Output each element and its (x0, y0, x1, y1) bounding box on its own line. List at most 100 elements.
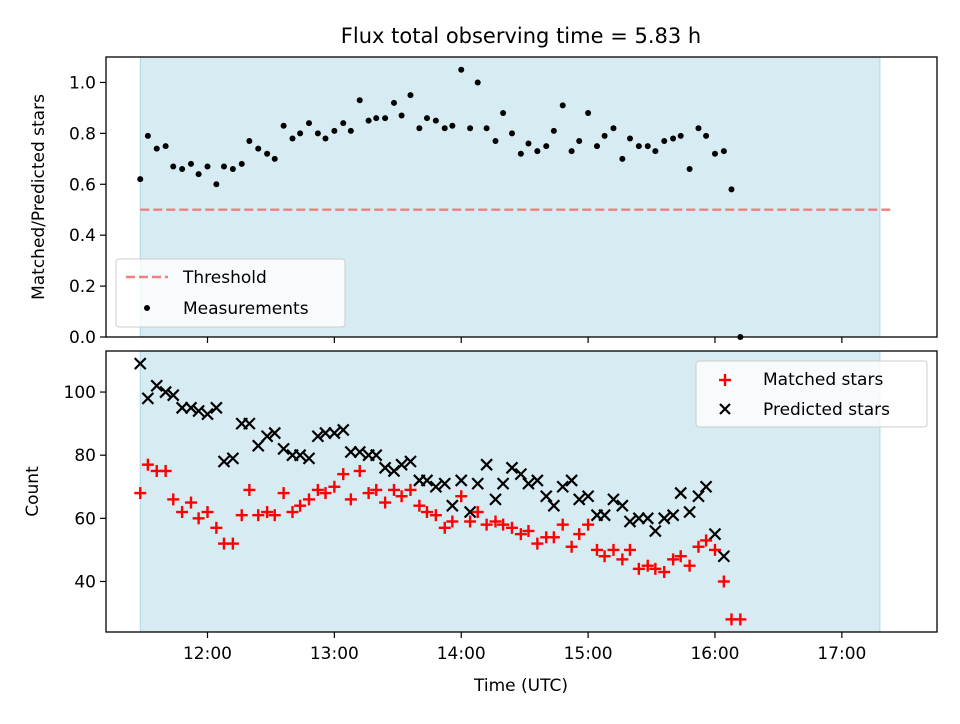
matched-star-point (134, 487, 147, 500)
predicted-star-point (649, 524, 662, 538)
matched-star-point (514, 528, 527, 541)
matched-star-point (446, 515, 459, 528)
matched-star-point (286, 506, 299, 519)
predicted-star-point (683, 505, 696, 519)
matched-star-point (210, 521, 223, 534)
predicted-star-point (556, 480, 570, 494)
measurement-point (652, 148, 659, 155)
matched-star-point (438, 521, 451, 534)
measurement-point (347, 127, 354, 134)
measurement-point (517, 150, 524, 157)
figure-title: Flux total observing time = 5.83 h (341, 24, 701, 48)
predicted-star-point (471, 477, 485, 490)
ratio-y-tick-label: 0.0 (69, 328, 96, 348)
matched-star-point (404, 483, 417, 496)
measurement-point (576, 138, 583, 144)
predicted-star-point (378, 461, 392, 475)
ratio-panel: 0.0 0.2 0.4 0.6 0.8 1.0 Matched/Predicted sta… (29, 56, 938, 348)
measurement-point (525, 140, 532, 147)
ratio-y-tick-label: 1.0 (69, 73, 96, 93)
matched-star-point (497, 518, 510, 531)
measurement-point (492, 138, 499, 144)
predicted-star-point (505, 461, 519, 475)
measurement-point (711, 150, 718, 157)
measurement-point (467, 125, 474, 132)
measurement-point (441, 125, 448, 132)
predicted-star-point (159, 385, 172, 399)
count-legend: Matched stars Predicted stars (695, 360, 928, 428)
matched-star-point (464, 515, 477, 528)
measurement-point (407, 92, 414, 99)
count-y-tick-label: 80 (74, 446, 96, 466)
predicted-star-point (277, 442, 290, 456)
measurement-point (432, 117, 439, 124)
x-tick-label: 14:00 (437, 644, 486, 664)
matched-star-point (319, 487, 332, 500)
legend-matched-swatch (719, 374, 731, 386)
matched-star-point (294, 499, 307, 512)
measurement-point (568, 148, 575, 155)
measurement-point (474, 79, 481, 86)
predicted-star-point (463, 505, 477, 519)
predicted-star-point (598, 508, 611, 522)
predicted-star-point (572, 493, 586, 506)
matched-star-point (623, 543, 636, 556)
measurement-point (449, 122, 456, 129)
ratio-panel-frame (105, 56, 938, 338)
measurement-point (305, 120, 312, 127)
measurement-point (365, 117, 372, 124)
x-tick-label: 13:00 (310, 644, 359, 664)
measurement-point (508, 130, 515, 137)
measurement-point (728, 186, 735, 193)
measurement-point (644, 143, 651, 150)
predicted-star-point (674, 486, 687, 500)
measurement-point (382, 115, 389, 122)
matched-star-point (176, 506, 189, 519)
matched-star-point (573, 528, 586, 541)
predicted-star-point (607, 493, 620, 506)
measurement-point (179, 166, 186, 172)
matched-star-point (429, 509, 442, 522)
legend-measurements-swatch (144, 305, 150, 311)
measurement-point (720, 148, 727, 155)
predicted-star-point (514, 467, 528, 481)
matched-star-point (522, 524, 535, 537)
predicted-stars-points (133, 357, 731, 563)
ratio-y-tick-label: 0.2 (69, 277, 96, 297)
predicted-star-point (336, 423, 350, 437)
x-tick-label: 15:00 (564, 644, 613, 664)
matched-star-point (734, 613, 747, 626)
matched-star-point (480, 518, 493, 531)
measurement-point (255, 145, 262, 152)
predicted-star-point (166, 388, 180, 402)
predicted-star-point (369, 448, 383, 462)
measurement-point (601, 132, 608, 139)
matched-star-point (420, 506, 433, 519)
matched-star-point (268, 509, 281, 522)
matched-star-point (243, 483, 256, 496)
predicted-star-point (260, 429, 274, 443)
matched-star-point (344, 493, 357, 506)
ratio-y-tick-label: 0.8 (69, 124, 96, 144)
measurement-point (585, 110, 592, 116)
predicted-star-point (565, 474, 578, 487)
measurement-point (340, 120, 347, 127)
predicted-star-point (395, 458, 408, 471)
predicted-star-point (454, 474, 468, 487)
measurement-point (137, 176, 144, 183)
count-legend-box (695, 360, 928, 428)
matched-star-point (455, 490, 468, 503)
matched-star-point (413, 499, 426, 512)
measurement-point (703, 132, 710, 139)
predicted-star-point (404, 455, 417, 468)
predicted-star-point (184, 401, 198, 415)
predicted-star-point (531, 474, 544, 487)
count-y-tick-label: 100 (64, 383, 96, 403)
legend-matched-label: Matched stars (763, 370, 883, 390)
ratio-legend-box (115, 258, 346, 328)
measurement-point (695, 125, 702, 132)
matched-star-point (692, 540, 705, 553)
predicted-star-point (539, 489, 553, 503)
matched-star-point (167, 493, 180, 506)
